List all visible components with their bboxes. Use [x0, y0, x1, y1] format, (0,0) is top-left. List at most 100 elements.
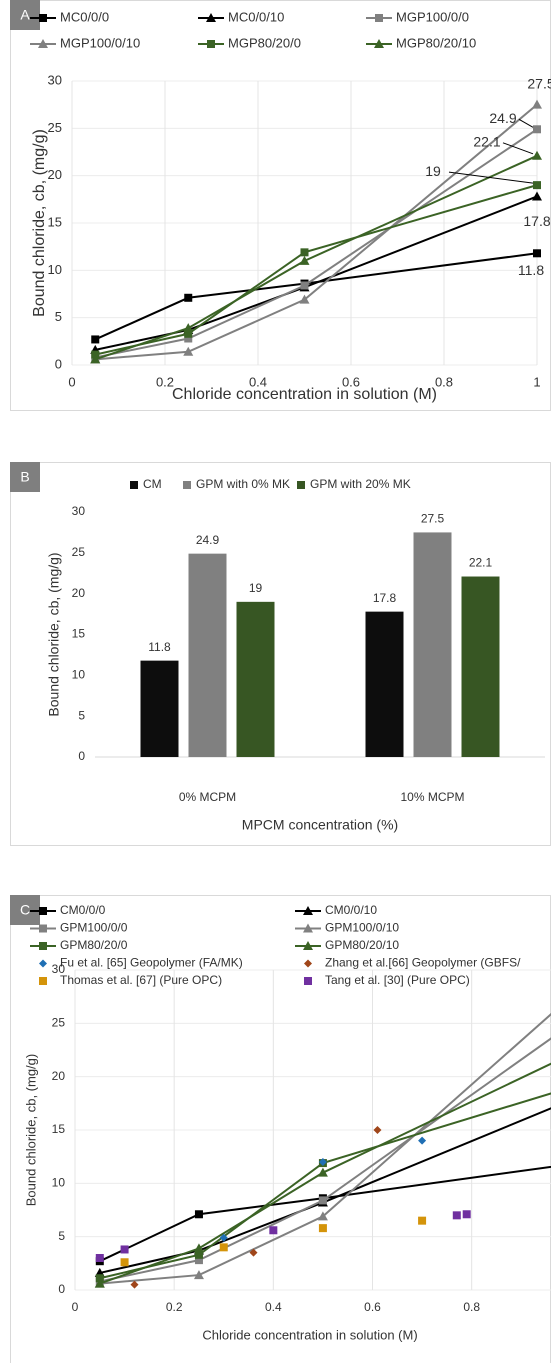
marker [95, 1274, 104, 1283]
data-label: 24.9 [196, 533, 220, 547]
data-label: 11.8 [518, 262, 544, 278]
bar [140, 660, 179, 757]
x-axis-title: MPCM concentration (%) [242, 817, 398, 833]
legend-label: GPM80/20/10 [325, 938, 399, 952]
y-tick-label: 25 [72, 545, 86, 559]
legend-label: GPM100/0/0 [60, 921, 128, 935]
data-label: 27.5 [421, 512, 445, 526]
marker [194, 1256, 203, 1265]
y-tick-label: 15 [52, 1122, 66, 1136]
x-tick-label: 0.6 [342, 374, 360, 389]
data-label: 22.1 [473, 133, 500, 149]
legend-marker [375, 14, 383, 22]
legend-marker [206, 13, 216, 22]
legend-label: GPM100/0/10 [325, 921, 399, 935]
series-line [95, 195, 538, 351]
y-tick-label: 10 [48, 262, 62, 277]
bar [365, 611, 404, 757]
marker [418, 1136, 427, 1145]
x-tick-label: 0.2 [156, 374, 174, 389]
marker [452, 1211, 461, 1220]
panel-label: C [20, 902, 30, 918]
x-tick-label: 0.8 [435, 374, 453, 389]
legend-label: CM [143, 477, 162, 491]
legend-marker [38, 39, 48, 48]
legend-label: GPM with 20% MK [310, 477, 411, 491]
leader-line [448, 171, 534, 184]
x-tick-label: 0% MCPM [179, 790, 236, 804]
series-line [99, 1012, 551, 1285]
panel-label: A [20, 7, 30, 23]
legend-marker [39, 907, 47, 915]
marker [532, 150, 542, 160]
legend-label: GPM80/20/0 [60, 938, 128, 952]
data-label: 24.9 [489, 110, 516, 126]
marker [533, 249, 541, 258]
y-tick-label: 15 [72, 627, 86, 641]
x-tick-label: 0.4 [249, 374, 267, 389]
marker [193, 1270, 204, 1280]
legend-label: MGP80/20/0 [228, 35, 301, 50]
y-tick-label: 0 [55, 356, 62, 371]
data-label: 19 [249, 581, 263, 595]
y-tick-label: 20 [48, 167, 62, 182]
marker [533, 181, 541, 190]
marker [219, 1233, 228, 1242]
legend-label: Fu et al. [65] Geopolymer (FA/MK) [60, 956, 243, 970]
y-tick-label: 25 [48, 120, 62, 135]
marker [184, 334, 193, 343]
marker [462, 1210, 471, 1219]
marker [318, 1224, 327, 1233]
series-line [99, 1092, 551, 1280]
y-axis-title: Bound chloride, cb, (mg/g) [46, 552, 62, 716]
marker [193, 1243, 204, 1253]
marker [318, 1158, 327, 1166]
y-tick-label: 15 [48, 214, 62, 229]
marker [184, 329, 193, 338]
plot-area [90, 99, 542, 364]
series-line [95, 128, 538, 359]
legend-marker [39, 977, 47, 985]
legend-marker [303, 941, 313, 950]
x-tick-label: 0 [72, 1300, 79, 1314]
y-tick-label: 20 [72, 586, 86, 600]
y-tick-label: 10 [72, 668, 86, 682]
marker [194, 1250, 203, 1259]
marker [120, 1245, 129, 1254]
series-line [99, 1062, 551, 1285]
y-tick-label: 30 [48, 72, 62, 87]
data-label: 19 [425, 163, 441, 179]
legend-marker [39, 14, 47, 22]
panel-label-box [10, 462, 40, 492]
legend-label: MGP100/0/10 [60, 35, 140, 50]
marker [300, 248, 309, 257]
data-label: 22.1 [469, 556, 493, 570]
marker [318, 1196, 327, 1205]
marker [317, 1167, 328, 1177]
marker [183, 346, 194, 356]
legend-label: CM0/0/0 [60, 903, 106, 917]
bar [188, 553, 227, 757]
y-axis-title: Bound chloride, cb, (mg/g) [23, 1054, 38, 1206]
legend-marker [304, 977, 312, 985]
x-tick-label: 1 [533, 374, 540, 389]
y-tick-label: 5 [55, 309, 62, 324]
marker [130, 1280, 139, 1289]
legend-label: GPM with 0% MK [196, 477, 290, 491]
marker [269, 1226, 278, 1235]
y-tick-label: 10 [52, 1176, 66, 1190]
legend-swatch [130, 481, 138, 489]
legend-swatch [183, 481, 191, 489]
legend-label: MGP100/0/0 [396, 9, 469, 24]
marker [90, 354, 101, 364]
marker [300, 281, 309, 290]
marker [418, 1216, 427, 1225]
y-tick-label: 30 [52, 962, 66, 976]
y-tick-label: 30 [72, 504, 86, 518]
legend-marker [207, 40, 215, 48]
legend-label: Zhang et al.[66] Geopolymer (GBFS/ [325, 956, 521, 970]
series-line [95, 103, 538, 361]
y-tick-label: 5 [78, 708, 85, 722]
marker [219, 1243, 228, 1252]
